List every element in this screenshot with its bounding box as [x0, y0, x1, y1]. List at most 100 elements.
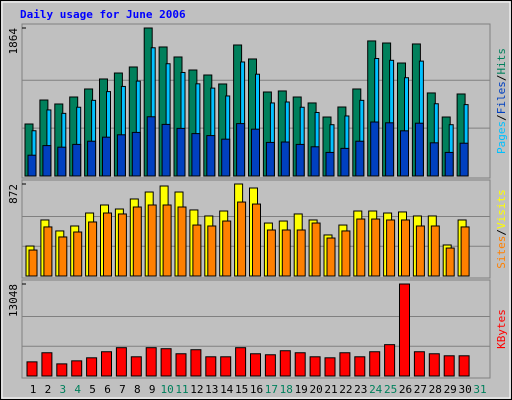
x-tick-label: 9 [149, 383, 156, 396]
x-tick-label: 25 [384, 383, 397, 396]
bar [341, 230, 351, 277]
legend-separator: / [495, 229, 508, 236]
legend: KBytes [495, 309, 508, 349]
bar [324, 357, 336, 377]
x-tick-label: 1 [30, 383, 37, 396]
bar [145, 347, 157, 377]
x-tick-label: 26 [399, 383, 412, 396]
legend-label: KBytes [495, 309, 508, 349]
x-tick-label: 28 [429, 383, 442, 396]
x-tick-label: 3 [59, 383, 66, 396]
bar [27, 154, 37, 177]
bar [175, 353, 187, 377]
x-tick-label: 21 [324, 383, 337, 396]
bar [102, 136, 111, 177]
bar [339, 352, 351, 377]
bar [413, 351, 425, 377]
bar [146, 116, 156, 177]
x-tick-label: 5 [89, 383, 96, 396]
bar [177, 206, 187, 277]
bar [369, 351, 381, 377]
y-tick-label: 13048 [7, 284, 20, 317]
x-tick-label: 13 [205, 383, 218, 396]
bar [26, 361, 38, 377]
bar [221, 138, 231, 177]
legend: Pages/Files/Hits [495, 48, 508, 154]
bar [222, 220, 232, 277]
bar [103, 212, 112, 277]
legend-label: Sites [495, 236, 508, 269]
x-tick-label: 24 [369, 383, 383, 396]
bar [117, 213, 127, 277]
bar [71, 360, 83, 377]
bar [401, 219, 410, 277]
bar [130, 356, 142, 377]
bar [250, 353, 261, 377]
x-tick-label: 8 [134, 383, 141, 396]
legend: Sites/Visits [495, 189, 508, 269]
bar [72, 143, 82, 177]
bar [414, 122, 424, 177]
x-tick-label: 14 [220, 383, 234, 396]
legend-label: Visits [495, 189, 508, 229]
bar [43, 226, 53, 277]
bar [207, 225, 217, 277]
bar [162, 204, 172, 277]
bar [430, 225, 440, 277]
bar [161, 123, 171, 177]
bar [115, 347, 127, 377]
x-tick-label: 27 [414, 383, 427, 396]
bar [116, 134, 126, 177]
bar [73, 231, 83, 277]
bar [56, 363, 68, 377]
bar [460, 226, 470, 277]
bar [340, 147, 350, 177]
bar [385, 122, 395, 177]
x-tick-label: 29 [444, 383, 457, 396]
x-tick-label: 7 [119, 383, 126, 396]
x-tick-label: 23 [354, 383, 367, 396]
legend-label: Files [495, 81, 508, 114]
x-tick-label: 6 [104, 383, 111, 396]
bar [400, 130, 409, 177]
bar [266, 229, 276, 277]
bar [428, 353, 440, 377]
bar [236, 123, 246, 177]
bar [458, 355, 470, 377]
bar [131, 131, 141, 177]
bar [42, 145, 52, 177]
x-tick-label: 11 [175, 383, 188, 396]
bar [280, 141, 290, 177]
legend-separator: / [495, 75, 508, 82]
bar [86, 357, 98, 377]
bar [311, 222, 321, 277]
x-tick-label: 16 [250, 383, 263, 396]
bar [87, 140, 97, 177]
bar [444, 151, 454, 177]
bar [252, 203, 261, 277]
x-tick-label: 30 [458, 383, 471, 396]
bar [264, 354, 276, 377]
x-tick-label: 17 [265, 383, 278, 396]
bar [371, 218, 381, 277]
bar [205, 356, 217, 377]
bar [58, 236, 68, 277]
bar [295, 143, 305, 177]
bar [265, 141, 275, 177]
x-tick-label: 15 [235, 383, 248, 396]
bar [191, 133, 201, 177]
bar [310, 146, 320, 177]
x-tick-label: 19 [295, 383, 308, 396]
x-tick-label: 18 [280, 383, 293, 396]
bar [220, 356, 232, 377]
bar [354, 356, 366, 377]
bar [28, 249, 38, 277]
bar [443, 355, 455, 377]
bar [251, 128, 260, 177]
bar [309, 356, 321, 377]
y-tick-label: 1864 [7, 28, 20, 55]
bar [279, 350, 291, 377]
bar [370, 121, 380, 177]
bar [281, 229, 291, 277]
